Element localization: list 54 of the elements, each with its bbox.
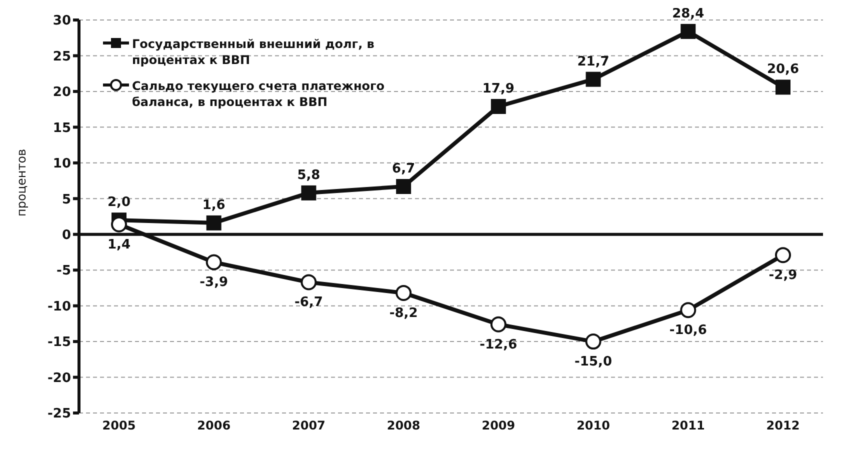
data-label: -15,0 (574, 354, 612, 370)
x-tick-label: 2012 (766, 418, 800, 433)
x-tick-label: 2007 (292, 418, 326, 433)
data-label: 6,7 (392, 161, 416, 176)
y-tick-label: 15 (52, 120, 71, 136)
y-tick-label: 10 (52, 156, 71, 172)
point (585, 334, 602, 350)
x-tick-label: 2005 (102, 418, 136, 433)
point (206, 215, 222, 230)
y-tick-label: 5 (62, 192, 71, 208)
data-label: 28,4 (672, 6, 704, 22)
y-tick-label: -25 (48, 406, 71, 422)
data-label: -8,2 (389, 306, 418, 321)
x-tick-label: 2006 (197, 418, 231, 433)
legend-label: Сальдо текущего счета платежного баланса, в процентах к ВВП (132, 78, 386, 110)
data-label: 21,7 (577, 54, 610, 70)
y-tick-label: 30 (52, 14, 71, 29)
y-tick-label: -10 (48, 299, 71, 314)
data-label: 1,4 (107, 237, 131, 252)
data-label: -6,7 (294, 295, 323, 310)
x-tick-label: 2010 (576, 418, 610, 433)
y-tick-label: -15 (48, 335, 71, 350)
legend-label: Государственный внешний долг, в процентах к ВВП (132, 36, 376, 68)
data-label: 20,6 (766, 62, 800, 78)
x-tick-label: 2008 (386, 418, 420, 433)
y-tick-label: 0 (62, 228, 71, 243)
y-tick-label: -5 (56, 264, 71, 279)
data-label: -2,9 (768, 268, 798, 284)
data-label: 17,9 (482, 81, 514, 96)
point (300, 274, 317, 290)
data-label: 5,8 (297, 168, 320, 183)
data-label: 1,6 (202, 198, 226, 213)
y-tick-label: 20 (52, 85, 71, 100)
data-label: -3,9 (200, 275, 228, 290)
y-axis-title: процентов (14, 148, 28, 216)
point (775, 247, 791, 264)
point (490, 98, 506, 114)
point (396, 284, 412, 301)
x-tick-label: 2011 (671, 418, 705, 433)
point (396, 178, 412, 194)
data-label: 2,0 (107, 195, 131, 210)
point (206, 254, 222, 270)
point (111, 216, 127, 232)
data-label: -10,6 (669, 323, 707, 338)
y-tick-label: 25 (52, 49, 71, 64)
point (680, 24, 696, 39)
point (586, 72, 601, 87)
x-tick-label: 2009 (482, 418, 516, 433)
y-tick-label: -20 (48, 370, 71, 386)
point (776, 80, 790, 95)
data-label: -12,6 (480, 337, 518, 352)
point (680, 302, 696, 318)
point (490, 316, 506, 332)
point (301, 185, 316, 200)
